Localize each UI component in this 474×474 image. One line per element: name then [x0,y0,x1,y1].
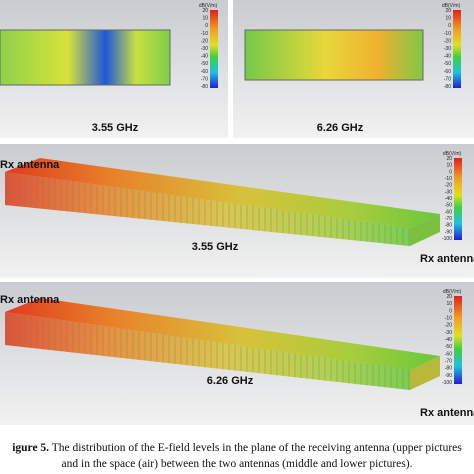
freq-label: 6.26 GHz [317,122,364,134]
colorbar-tick: -20 [445,323,452,329]
colorbar-tick: 0 [449,169,452,175]
freq-label: 6.26 GHz [207,375,254,387]
colorbar [454,158,462,240]
freq-label: 3.55 GHz [192,241,239,253]
colorbar-tick: -10 [201,31,208,37]
colorbar-tick: -60 [201,69,208,75]
freq-label: 3.55 GHz [92,122,139,134]
colorbar-tick: 20 [446,156,452,162]
colorbar-tick: -20 [445,183,452,189]
field-plane [244,29,424,81]
colorbar-tick: -40 [444,54,451,60]
colorbar-tick: -10 [444,31,451,37]
colorbar-tick: -90 [445,373,452,379]
colorbar-tick: -40 [201,54,208,60]
colorbar-tick: 20 [445,8,451,14]
colorbar-tick: -10 [445,316,452,322]
caption-label: igure 5. [12,442,49,454]
colorbar [453,10,461,88]
colorbar-tick: 20 [202,8,208,14]
colorbar-tick: -50 [444,61,451,67]
colorbar-tick: -80 [445,366,452,372]
caption-line: and in the space (air) between the two a… [62,458,413,470]
colorbar-tick: -40 [445,196,452,202]
antenna-label: Rx antenna [420,407,474,419]
colorbar-unit: dB(V/m) [199,3,218,9]
antenna-label: Rx antenna [420,253,474,265]
colorbar-tick: 10 [446,301,452,307]
colorbar-tick: -30 [201,46,208,52]
colorbar-tick: 0 [449,308,452,314]
colorbar-tick: -60 [444,69,451,75]
colorbar-tick: -60 [445,351,452,357]
colorbar-tick: -70 [445,359,452,365]
colorbar-tick: 0 [448,23,451,29]
colorbar-tick: -60 [445,209,452,215]
antenna-label: Rx antenna [0,159,60,171]
colorbar-tick: -70 [201,76,208,82]
colorbar-tick: -50 [445,344,452,350]
colorbar-tick: 10 [445,16,451,22]
colorbar [454,296,462,384]
colorbar-tick: -30 [445,189,452,195]
colorbar-unit: dB(V/m) [443,289,462,295]
colorbar-tick: -50 [201,61,208,67]
caption-text: The distribution of the E-field levels i… [52,442,463,454]
colorbar-unit: dB(V/m) [443,151,462,157]
field-plane [0,29,171,86]
colorbar-tick: -20 [201,38,208,44]
colorbar-tick: -80 [445,223,452,229]
colorbar [210,10,218,88]
colorbar-tick: 20 [446,294,452,300]
panels [0,0,474,425]
volume-box [5,158,440,246]
colorbar-tick: -80 [201,84,208,90]
colorbar-unit: dB(V/m) [442,3,461,9]
colorbar-tick: -30 [444,46,451,52]
colorbar-tick: -90 [445,229,452,235]
colorbar-tick: -70 [444,76,451,82]
colorbar-tick: -80 [444,84,451,90]
colorbar-tick: -10 [445,176,452,182]
colorbar-tick: 10 [446,163,452,169]
colorbar-tick: -70 [445,216,452,222]
colorbar-tick: -100 [442,380,452,386]
volume-box [5,298,440,390]
colorbar-tick: -30 [445,330,452,336]
caption-line: igure 5. The distribution of the E-field… [12,442,462,454]
colorbar-tick: 0 [205,23,208,29]
colorbar-tick: -50 [445,203,452,209]
antenna-label: Rx antenna [0,294,60,306]
colorbar-tick: -20 [444,38,451,44]
colorbar-tick: -40 [445,337,452,343]
colorbar-tick: 10 [202,16,208,22]
colorbar-tick: -100 [442,236,452,242]
